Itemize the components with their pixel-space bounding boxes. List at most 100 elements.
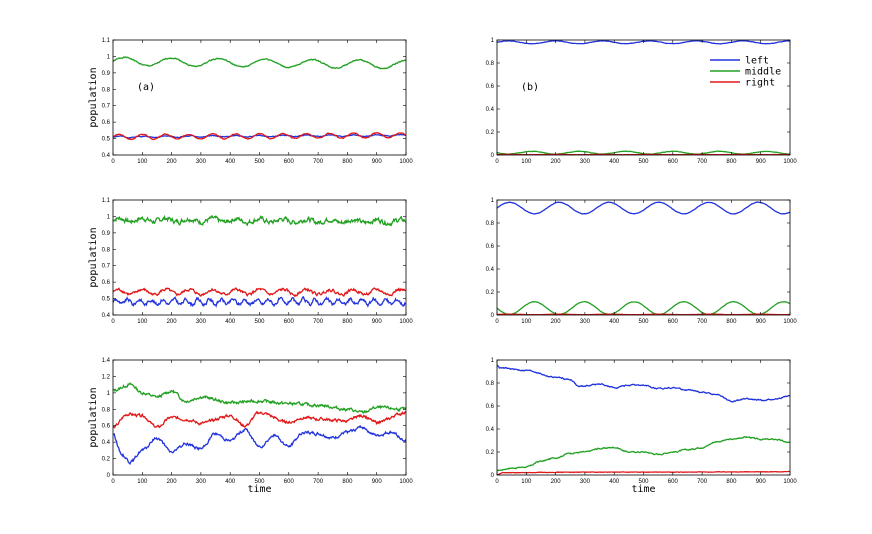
panel-5: 0 100 200 300 400 500 600 700 800 900 1000 0 0.2 0.4 0… <box>88 358 413 495</box>
legend-label-middle: middle <box>745 67 781 78</box>
x-tick-label: 1000 <box>783 319 797 325</box>
x-tick-label: 1000 <box>399 479 413 485</box>
x-tick-label: 600 <box>284 159 295 165</box>
y-tick-label: 0.7 <box>102 104 111 110</box>
y-tick-label: 0 <box>491 473 495 479</box>
y-tick-label: 0.6 <box>486 404 495 410</box>
y-tick-label: 0.9 <box>102 231 111 237</box>
x-axis-label: time <box>247 484 271 495</box>
x-tick-label: 100 <box>521 159 532 165</box>
series-line-2 <box>497 436 790 472</box>
y-tick-label: 0.2 <box>486 450 495 456</box>
y-tick-label: 0 <box>491 153 495 159</box>
x-tick-label: 1000 <box>783 159 797 165</box>
y-tick-label: 0.8 <box>486 381 495 387</box>
x-axis-label: time <box>631 484 655 495</box>
series-line-1 <box>497 201 790 215</box>
x-tick-label: 0 <box>495 479 499 485</box>
x-tick-label: 800 <box>726 159 737 165</box>
y-tick-label: 0.4 <box>102 440 111 446</box>
y-tick-label: 1 <box>491 198 495 204</box>
y-tick-label: 0.6 <box>102 120 111 126</box>
x-tick-label: 800 <box>342 319 353 325</box>
x-tick-label: 400 <box>609 159 620 165</box>
x-tick-label: 900 <box>372 319 383 325</box>
panel-3: 0 100 200 300 400 500 600 700 800 900 1000 0.4 0.5 0.… <box>88 198 413 325</box>
y-tick-label: 1 <box>107 391 111 397</box>
panel-tag: (a) <box>137 82 155 93</box>
series-line-1 <box>497 364 790 403</box>
x-tick-label: 100 <box>521 319 532 325</box>
y-tick-label: 1 <box>107 54 111 60</box>
x-tick-label: 0 <box>111 319 115 325</box>
series-line-2 <box>497 300 790 315</box>
y-tick-label: 0.2 <box>102 457 111 463</box>
y-tick-label: 0.5 <box>102 297 111 303</box>
x-tick-label: 900 <box>756 319 767 325</box>
y-tick-label: 0.2 <box>486 290 495 296</box>
panel-6: 0 100 200 300 400 500 600 700 800 900 1000 0 0.2 0.4 0… <box>486 358 798 495</box>
x-tick-label: 500 <box>254 479 265 485</box>
y-tick-label: 0.4 <box>102 153 111 159</box>
x-tick-label: 300 <box>196 319 207 325</box>
x-tick-label: 0 <box>111 159 115 165</box>
x-tick-label: 600 <box>668 319 679 325</box>
x-tick-label: 300 <box>196 479 207 485</box>
x-tick-label: 500 <box>254 319 265 325</box>
y-tick-label: 0.8 <box>102 87 111 93</box>
x-tick-label: 100 <box>137 319 148 325</box>
x-tick-label: 100 <box>137 159 148 165</box>
y-tick-label: 0 <box>491 313 495 319</box>
y-tick-label: 0.4 <box>486 427 495 433</box>
axes-frame <box>496 359 791 476</box>
x-tick-label: 800 <box>342 479 353 485</box>
x-tick-label: 500 <box>638 159 649 165</box>
x-tick-label: 700 <box>313 319 324 325</box>
series-line-1 <box>113 382 406 414</box>
x-tick-label: 100 <box>521 479 532 485</box>
x-tick-label: 900 <box>756 159 767 165</box>
x-tick-label: 300 <box>580 479 591 485</box>
x-tick-label: 0 <box>495 159 499 165</box>
axes-frame <box>496 199 791 316</box>
x-tick-label: 600 <box>284 319 295 325</box>
x-tick-label: 1000 <box>399 159 413 165</box>
x-tick-label: 300 <box>196 159 207 165</box>
series-line-3 <box>113 132 406 141</box>
x-tick-label: 200 <box>167 479 178 485</box>
y-tick-label: 1.1 <box>102 198 111 204</box>
y-tick-label: 0.6 <box>102 424 111 430</box>
x-tick-label: 200 <box>551 319 562 325</box>
x-tick-label: 200 <box>167 319 178 325</box>
y-tick-label: 0.6 <box>102 280 111 286</box>
x-tick-label: 700 <box>313 479 324 485</box>
axes-frame <box>112 199 407 316</box>
y-tick-label: 1.4 <box>102 358 111 364</box>
y-tick-label: 0.4 <box>486 107 495 113</box>
panel-tag: (b) <box>521 82 539 93</box>
series-line-1 <box>113 56 406 70</box>
y-tick-label: 0.6 <box>486 244 495 250</box>
y-tick-label: 0.9 <box>102 71 111 77</box>
x-tick-label: 0 <box>111 479 115 485</box>
x-tick-label: 600 <box>668 479 679 485</box>
x-tick-label: 1000 <box>399 319 413 325</box>
y-tick-label: 0.8 <box>102 247 111 253</box>
y-tick-label: 0 <box>107 473 111 479</box>
y-tick-label: 0.7 <box>102 264 111 270</box>
x-tick-label: 400 <box>225 319 236 325</box>
y-tick-label: 0.4 <box>486 267 495 273</box>
y-tick-label: 0.8 <box>486 61 495 67</box>
y-tick-label: 0.8 <box>486 221 495 227</box>
x-tick-label: 500 <box>638 319 649 325</box>
x-tick-label: 600 <box>668 159 679 165</box>
x-tick-label: 700 <box>313 159 324 165</box>
x-tick-label: 900 <box>372 479 383 485</box>
series-line-2 <box>113 410 406 429</box>
y-tick-label: 0.4 <box>102 313 111 319</box>
legend-label-left: left <box>745 56 769 67</box>
x-tick-label: 700 <box>697 319 708 325</box>
x-tick-label: 700 <box>697 159 708 165</box>
